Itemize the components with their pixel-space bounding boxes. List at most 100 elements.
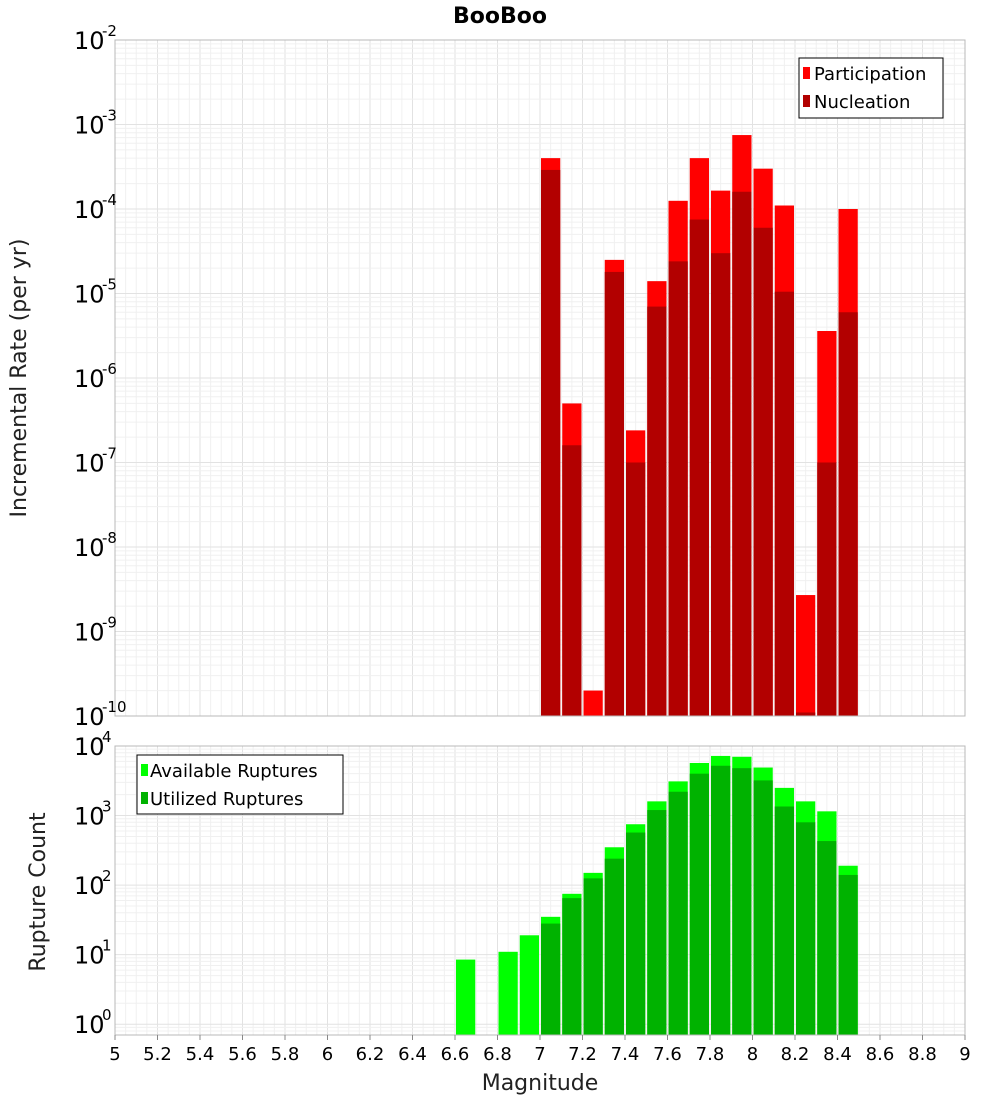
x-tick-label: 6.2 [356, 1044, 385, 1065]
y-tick-exponent: -10 [102, 698, 127, 716]
x-tick-label: 9 [959, 1044, 970, 1065]
bar-nucleation [604, 271, 624, 716]
bar-utilized-ruptures [689, 773, 709, 1035]
rate-y-axis-label: Incremental Rate (per yr) [7, 239, 32, 518]
legend-swatch-utilized [141, 792, 148, 804]
x-tick-label: 6.6 [441, 1044, 470, 1065]
bar-nucleation [647, 306, 667, 716]
y-tick-exponent: -9 [102, 614, 117, 632]
y-tick-label: 10 [74, 27, 105, 55]
x-tick-label: 5.8 [271, 1044, 300, 1065]
y-tick-label: 10 [74, 365, 105, 393]
rate-legend-box [798, 57, 944, 119]
x-tick-label: 5.2 [143, 1044, 172, 1065]
bar-utilized-ruptures [668, 791, 688, 1035]
bar-utilized-ruptures [541, 923, 561, 1035]
bar-utilized-ruptures [838, 874, 858, 1035]
rate-grid [114, 39, 966, 717]
x-axis-label: Magnitude [482, 1071, 599, 1096]
bar-nucleation [753, 227, 773, 716]
legend-swatch-available [141, 764, 148, 776]
bar-utilized-ruptures [711, 765, 731, 1035]
x-tick-label: 8.6 [866, 1044, 895, 1065]
y-tick-label: 10 [74, 281, 105, 309]
count-bars [456, 755, 858, 1035]
x-tick-label: 7.6 [653, 1044, 682, 1065]
x-tick-label: 6 [322, 1044, 333, 1065]
bar-nucleation [689, 219, 709, 717]
bar-nucleation [562, 445, 582, 716]
count-legend-box [136, 754, 344, 815]
y-tick-exponent: -3 [102, 107, 117, 125]
x-tick-label: 8.2 [781, 1044, 810, 1065]
bar-participation [583, 690, 603, 716]
y-tick-exponent: -5 [102, 276, 117, 294]
x-tick-label: 7.4 [611, 1044, 640, 1065]
x-tick-label: 6.8 [483, 1044, 512, 1065]
bar-available-ruptures [498, 951, 518, 1035]
x-tick-label: 7.2 [568, 1044, 597, 1065]
bar-utilized-ruptures [562, 898, 582, 1035]
legend-label-utilized: Utilized Ruptures [150, 789, 303, 810]
bar-nucleation [668, 261, 688, 716]
bar-utilized-ruptures [583, 878, 603, 1035]
bar-nucleation [838, 312, 858, 716]
bar-utilized-ruptures [817, 841, 837, 1035]
x-tick-label: 5.4 [186, 1044, 215, 1065]
bar-nucleation [626, 462, 646, 716]
rate-bars [541, 135, 858, 717]
y-tick-exponent: 1 [102, 937, 112, 955]
bar-utilized-ruptures [604, 858, 624, 1035]
y-tick-label: 10 [74, 872, 105, 900]
bar-nucleation [796, 712, 816, 716]
legend-label-nucleation: Nucleation [814, 92, 910, 113]
y-tick-exponent: -8 [102, 529, 117, 547]
bar-nucleation [541, 169, 561, 716]
legend-label-participation: Participation [814, 64, 926, 85]
bar-nucleation [774, 291, 794, 716]
y-tick-label: 10 [74, 803, 105, 831]
bar-utilized-ruptures [732, 768, 752, 1035]
y-tick-label: 10 [74, 733, 105, 761]
y-tick-label: 10 [74, 1011, 105, 1039]
count-legend: Available Ruptures Utilized Ruptures [136, 754, 344, 815]
y-tick-exponent: 0 [102, 1006, 112, 1024]
bar-nucleation [732, 191, 752, 717]
legend-label-available: Available Ruptures [150, 761, 318, 782]
rate-legend: Participation Nucleation [798, 57, 944, 119]
y-tick-label: 10 [74, 196, 105, 224]
y-tick-exponent: -4 [102, 191, 117, 209]
x-tick-label: 8.8 [908, 1044, 937, 1065]
y-tick-label: 10 [74, 112, 105, 140]
x-tick-label: 7 [534, 1044, 545, 1065]
y-tick-exponent: -2 [102, 22, 117, 40]
y-tick-label: 10 [74, 534, 105, 562]
bar-utilized-ruptures [774, 806, 794, 1035]
legend-swatch-participation [803, 67, 810, 79]
y-tick-label: 10 [74, 619, 105, 647]
x-tick-label: 8.4 [823, 1044, 852, 1065]
y-tick-label: 10 [74, 942, 105, 970]
bar-utilized-ruptures [626, 832, 646, 1035]
y-tick-exponent: -7 [102, 445, 117, 463]
bar-available-ruptures [456, 959, 476, 1035]
x-tick-label: 7.8 [696, 1044, 725, 1065]
count-y-axis-label: Rupture Count [26, 812, 51, 972]
bar-utilized-ruptures [796, 822, 816, 1035]
legend-swatch-nucleation [803, 95, 810, 107]
bar-utilized-ruptures [647, 810, 667, 1035]
x-tick-label: 8 [747, 1044, 758, 1065]
y-tick-exponent: 4 [102, 728, 112, 746]
x-tick-label: 5.6 [228, 1044, 257, 1065]
rate-plot-area [114, 39, 966, 717]
y-tick-label: 10 [74, 703, 105, 731]
chart-title: BooBoo [453, 4, 547, 29]
x-tick-label: 5 [109, 1044, 120, 1065]
x-tick-label: 6.4 [398, 1044, 427, 1065]
bar-available-ruptures [519, 935, 539, 1035]
bar-participation [796, 595, 816, 716]
